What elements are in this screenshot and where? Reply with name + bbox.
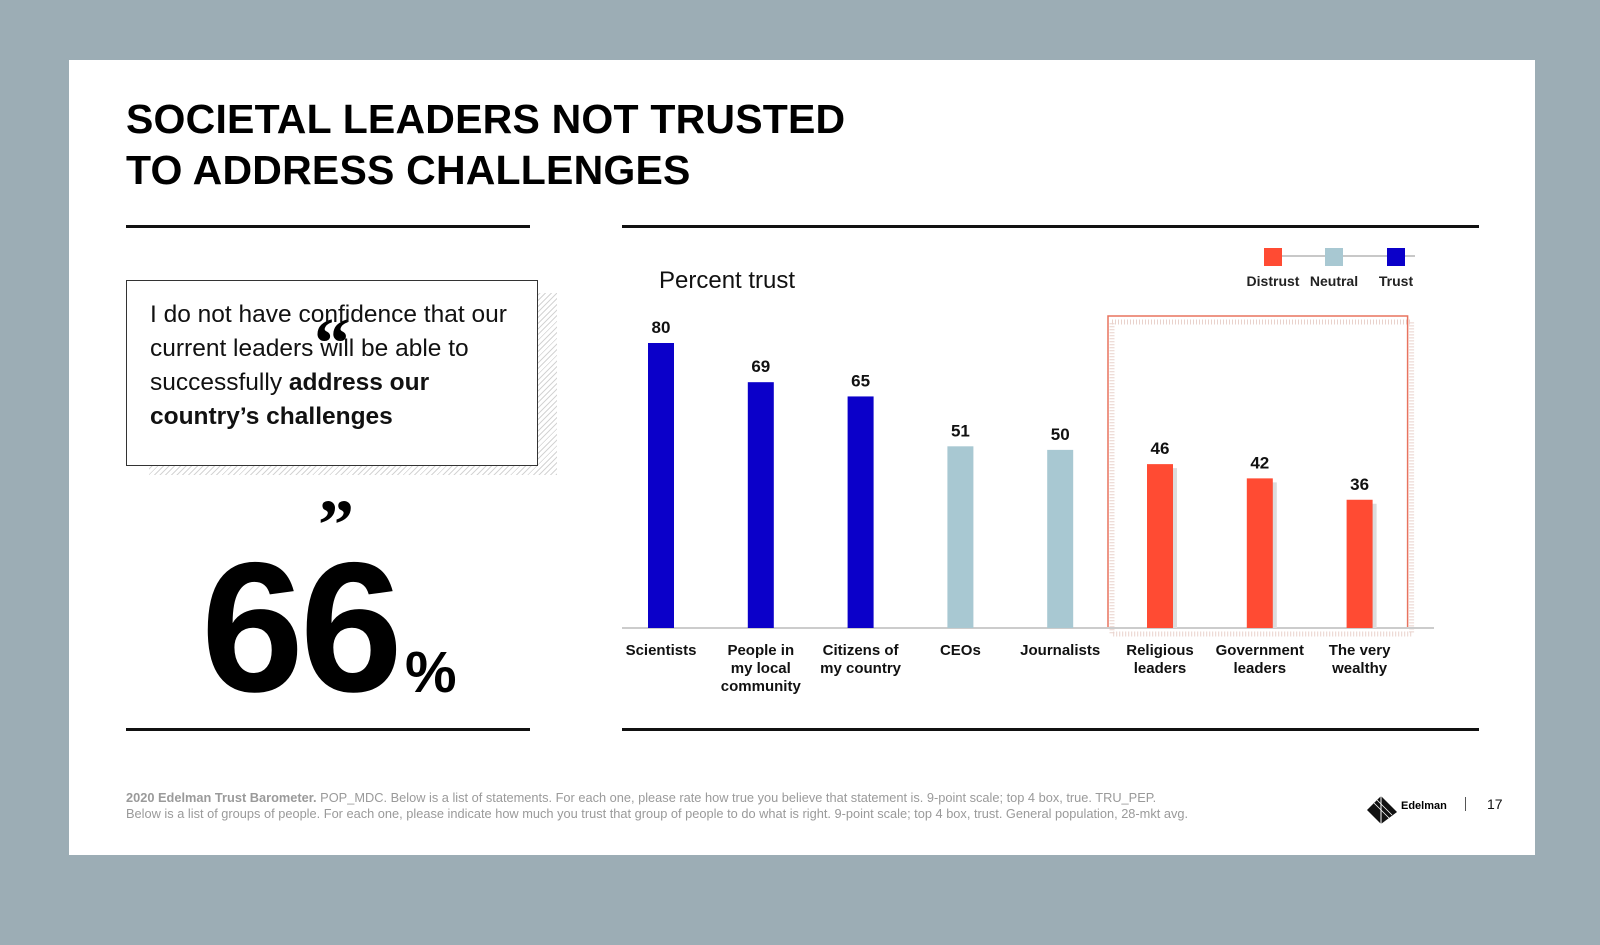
legend-swatch-trust <box>1387 248 1405 266</box>
bar-3 <box>947 446 974 628</box>
bar-2 <box>847 396 874 628</box>
legend-label-distrust: Distrust <box>1246 273 1300 289</box>
slide: SOCIETAL LEADERS NOT TRUSTED TO ADDRESS … <box>69 60 1535 855</box>
category-label: wealthy <box>1331 660 1388 677</box>
legend-label-trust: Trust <box>1378 273 1414 289</box>
left-bottom-rule <box>126 728 530 731</box>
data-label: 42 <box>1250 453 1269 472</box>
bar-7 <box>1346 499 1373 628</box>
quote-text-bold: address our country’s challenges <box>150 369 430 430</box>
data-label: 65 <box>851 371 870 390</box>
category-label: my country <box>820 660 902 677</box>
chart-title: Percent trust <box>659 267 796 294</box>
edelman-logo-icon <box>1367 796 1397 824</box>
category-label: my local <box>731 660 791 677</box>
category-label: community <box>721 678 802 695</box>
category-label: leaders <box>1134 660 1187 677</box>
legend-swatch-neutral <box>1325 248 1343 266</box>
bar-4 <box>1047 449 1074 628</box>
data-label: 69 <box>751 357 770 376</box>
data-label: 50 <box>1051 425 1070 444</box>
legend-connector-line <box>1281 255 1415 257</box>
quote-text-plain: I do not have confidence that our curren… <box>150 301 507 396</box>
legend-label-neutral: Neutral <box>1309 273 1359 289</box>
slide-title-line-2: TO ADDRESS CHALLENGES <box>126 147 691 193</box>
bar-6 <box>1246 478 1273 628</box>
slide-title: SOCIETAL LEADERS NOT TRUSTED TO ADDRESS … <box>126 94 845 196</box>
category-label: leaders <box>1234 660 1287 677</box>
category-label: Citizens of <box>823 642 900 659</box>
category-label: Journalists <box>1020 642 1100 659</box>
bar-5 <box>1147 464 1173 628</box>
data-label: 51 <box>951 421 970 440</box>
right-bottom-rule <box>622 728 1479 731</box>
footnote: 2020 Edelman Trust Barometer. POP_MDC. B… <box>126 790 1286 822</box>
quote-text: I do not have confidence that our curren… <box>150 298 510 434</box>
footnote-line-2: Below is a list of groups of people. For… <box>126 806 1189 821</box>
right-top-rule <box>622 225 1479 228</box>
category-label: Religious <box>1126 642 1194 659</box>
page-number: 17 <box>1487 796 1503 812</box>
category-label: CEOs <box>940 642 981 659</box>
page-separator <box>1465 797 1466 811</box>
slide-title-line-1: SOCIETAL LEADERS NOT TRUSTED <box>126 96 846 142</box>
legend-swatch-distrust <box>1264 248 1282 266</box>
data-label: 80 <box>652 318 671 337</box>
category-label: The very <box>1329 642 1391 659</box>
footnote-source: 2020 Edelman Trust Barometer. <box>126 790 317 805</box>
brand-name: Edelman <box>1401 800 1447 812</box>
category-label: People in <box>727 642 794 659</box>
data-label: 46 <box>1151 439 1170 458</box>
data-label: 36 <box>1350 475 1369 494</box>
left-top-rule <box>126 225 530 228</box>
footnote-line-1: POP_MDC. Below is a list of statements. … <box>316 790 1157 805</box>
big-stat-unit: % <box>405 640 457 705</box>
category-label: Scientists <box>626 642 697 659</box>
category-label: Government <box>1216 642 1304 659</box>
big-stat-value: 66 <box>201 525 403 731</box>
bar-0 <box>648 343 674 628</box>
bar-1 <box>747 382 774 628</box>
